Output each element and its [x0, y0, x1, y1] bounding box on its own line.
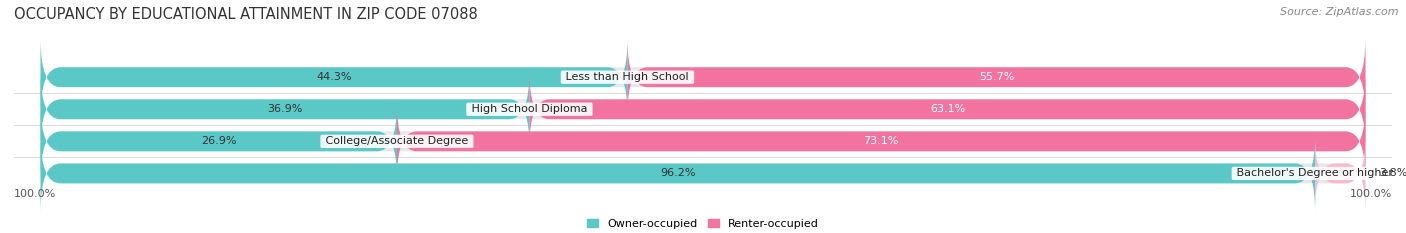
FancyBboxPatch shape [627, 39, 1365, 115]
Text: 73.1%: 73.1% [863, 136, 898, 146]
Text: 26.9%: 26.9% [201, 136, 236, 146]
Legend: Owner-occupied, Renter-occupied: Owner-occupied, Renter-occupied [582, 214, 824, 233]
Text: High School Diploma: High School Diploma [468, 104, 591, 114]
FancyBboxPatch shape [41, 103, 1365, 179]
Text: OCCUPANCY BY EDUCATIONAL ATTAINMENT IN ZIP CODE 07088: OCCUPANCY BY EDUCATIONAL ATTAINMENT IN Z… [14, 7, 478, 22]
Text: Less than High School: Less than High School [562, 72, 693, 82]
Text: 96.2%: 96.2% [659, 168, 696, 178]
Text: 3.8%: 3.8% [1379, 168, 1406, 178]
Text: 63.1%: 63.1% [929, 104, 965, 114]
FancyBboxPatch shape [41, 39, 1365, 115]
Text: 44.3%: 44.3% [316, 72, 352, 82]
FancyBboxPatch shape [41, 135, 1315, 212]
Text: 36.9%: 36.9% [267, 104, 302, 114]
FancyBboxPatch shape [1315, 135, 1365, 212]
FancyBboxPatch shape [41, 39, 627, 115]
Text: Bachelor's Degree or higher: Bachelor's Degree or higher [1233, 168, 1396, 178]
Text: 100.0%: 100.0% [1350, 189, 1392, 199]
Text: Source: ZipAtlas.com: Source: ZipAtlas.com [1281, 7, 1399, 17]
Text: 100.0%: 100.0% [14, 189, 56, 199]
FancyBboxPatch shape [530, 71, 1365, 147]
Text: 55.7%: 55.7% [979, 72, 1014, 82]
FancyBboxPatch shape [41, 103, 396, 179]
Text: College/Associate Degree: College/Associate Degree [322, 136, 472, 146]
FancyBboxPatch shape [41, 71, 530, 147]
FancyBboxPatch shape [396, 103, 1365, 179]
FancyBboxPatch shape [41, 71, 1365, 147]
FancyBboxPatch shape [41, 135, 1365, 212]
